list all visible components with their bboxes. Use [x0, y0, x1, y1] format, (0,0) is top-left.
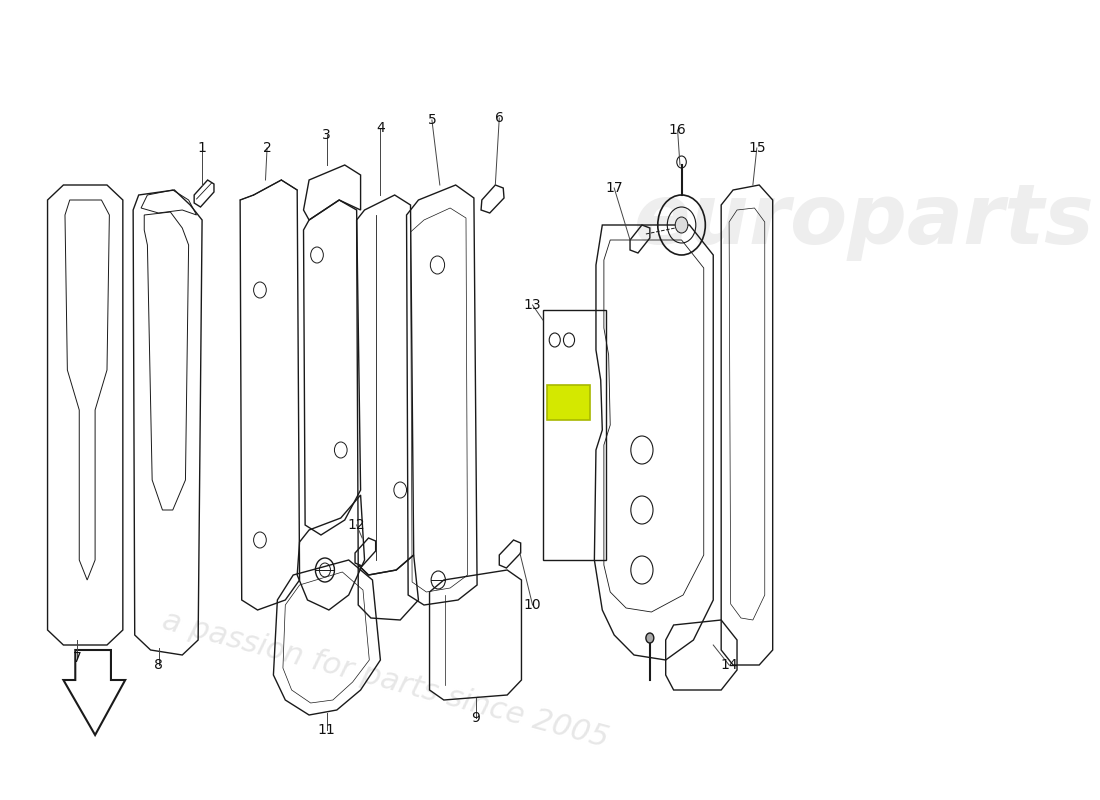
- Text: 2: 2: [263, 141, 272, 155]
- Text: 9: 9: [471, 711, 480, 725]
- Text: 6: 6: [495, 111, 504, 125]
- Bar: [547, 385, 591, 420]
- Text: 10: 10: [524, 598, 541, 612]
- Text: 4: 4: [376, 121, 385, 135]
- Text: 12: 12: [348, 518, 365, 532]
- Text: 7: 7: [73, 651, 81, 665]
- Text: 14: 14: [720, 658, 738, 672]
- Text: 3: 3: [322, 128, 331, 142]
- Circle shape: [675, 217, 688, 233]
- Text: 13: 13: [524, 298, 541, 312]
- Text: europarts: europarts: [634, 180, 1094, 261]
- Text: 16: 16: [669, 123, 686, 137]
- Text: 1: 1: [198, 141, 207, 155]
- Text: 17: 17: [605, 181, 623, 195]
- Text: 11: 11: [318, 723, 336, 737]
- Circle shape: [646, 633, 653, 643]
- Text: 5: 5: [428, 113, 437, 127]
- Text: a passion for parts since 2005: a passion for parts since 2005: [158, 606, 612, 754]
- Text: 8: 8: [154, 658, 163, 672]
- Text: 15: 15: [748, 141, 766, 155]
